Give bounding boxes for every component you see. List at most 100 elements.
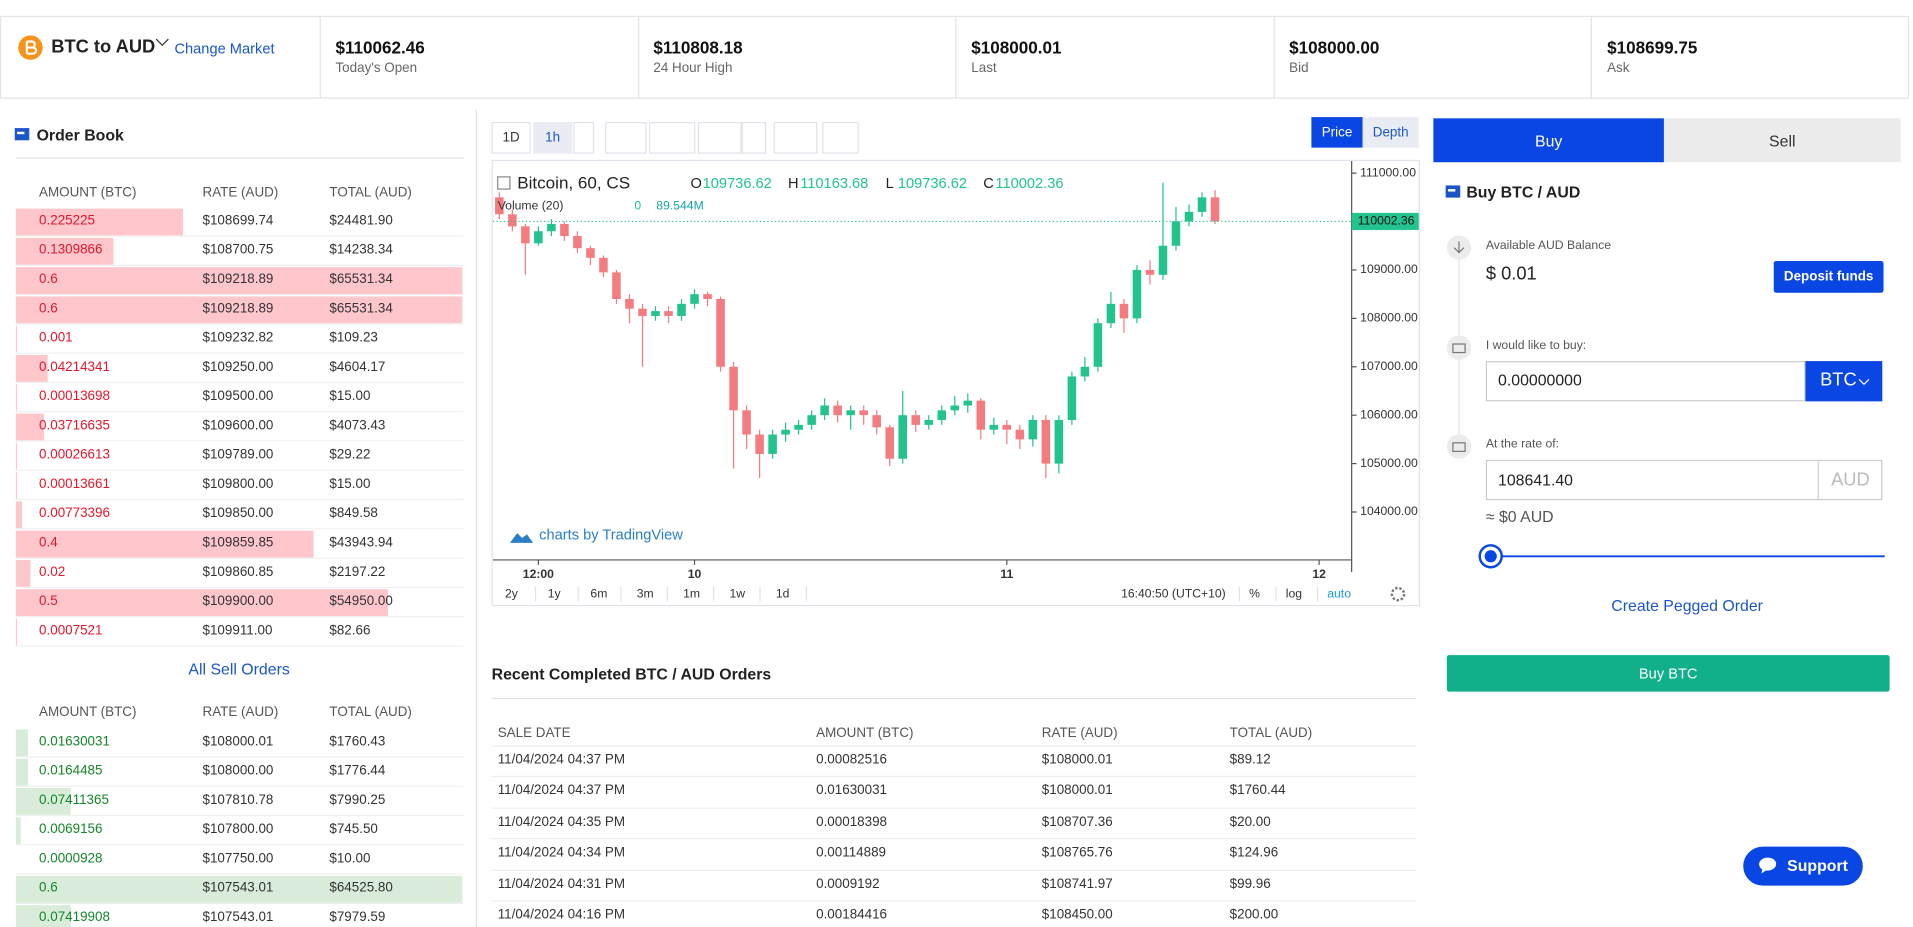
candle-body (508, 214, 517, 227)
pegged-order[interactable]: Create Pegged Order (1611, 596, 1763, 615)
row-line (15, 873, 464, 875)
form-icon (1445, 185, 1461, 198)
trade-cell: 0.00184416 (816, 907, 888, 923)
support-label[interactable]: Support (1787, 856, 1848, 875)
buy-label: I would like to buy: (1485, 339, 1587, 353)
watermark: charts by TradingView (539, 527, 683, 543)
rate: $108700.75 (202, 242, 274, 258)
row-line (15, 814, 464, 817)
amount[interactable]: 0.4 (39, 535, 58, 551)
stat-label: 24 Hour High (653, 60, 733, 76)
total: $54950.00 (329, 594, 393, 609)
toolbar-button[interactable] (573, 121, 595, 154)
total: $82.66 (329, 623, 371, 639)
candle-body (781, 429, 790, 435)
change-market[interactable]: Change Market (174, 40, 275, 58)
unit-select[interactable] (1805, 361, 1883, 402)
interval-button[interactable]: 1h (533, 121, 573, 154)
amount[interactable]: 0.02 (39, 564, 66, 580)
toolbar-button[interactable] (741, 121, 767, 154)
amount[interactable]: 0.00026613 (39, 447, 110, 463)
buy-button[interactable]: Buy BTC (1446, 655, 1890, 692)
row-line (15, 352, 464, 354)
amount[interactable]: 0.0000928 (39, 851, 103, 867)
view-button[interactable]: Depth (1362, 117, 1419, 148)
range-button[interactable]: 1d (776, 586, 790, 600)
scale-option[interactable]: % (1249, 586, 1260, 600)
amount[interactable]: 0.0069156 (39, 822, 103, 837)
ohlc-key: O (690, 176, 701, 192)
amount[interactable]: 0.0007521 (39, 623, 103, 639)
x-tick-label: 11 (1000, 567, 1013, 581)
row-line (491, 745, 1417, 747)
range-button[interactable]: 1m (683, 586, 700, 600)
amount[interactable]: 0.00773396 (39, 506, 110, 521)
total: $109.23 (329, 330, 378, 346)
amount[interactable]: 0.6 (39, 301, 58, 316)
scale-option[interactable]: auto (1327, 586, 1351, 600)
all-sell-orders[interactable]: All Sell Orders (188, 659, 290, 679)
depth-bar (15, 729, 28, 757)
view-button[interactable]: Price (1311, 117, 1363, 148)
interval-button[interactable]: 1D (491, 121, 531, 154)
rate-input[interactable] (1485, 459, 1883, 501)
amount[interactable]: 0.01630031 (39, 734, 110, 750)
amount[interactable]: 0.07411365 (39, 792, 109, 808)
slider[interactable] (1476, 542, 1891, 571)
buy-tab[interactable]: Buy (1433, 118, 1664, 163)
toolbar-button[interactable] (697, 121, 742, 154)
price-chart: 104000.00 105000.00 106000.00 107000.00 1080… (491, 159, 1420, 607)
amount[interactable]: 0.03716635 (39, 418, 110, 434)
rate: $107800.00 (202, 822, 274, 837)
rate: $109218.89 (202, 272, 274, 287)
market-pair[interactable]: BTC to AUD (51, 36, 156, 58)
trade-cell: 0.00018398 (816, 814, 888, 830)
candle-body (1080, 366, 1090, 377)
scale-option[interactable]: log (1286, 586, 1302, 600)
row-line (15, 528, 464, 530)
toolbar-button[interactable] (773, 121, 818, 154)
trade-cell: 11/04/2024 04:37 PM (497, 783, 626, 799)
rate: $108000.01 (202, 734, 274, 750)
amount[interactable]: 0.04214341 (39, 359, 110, 375)
range-button[interactable]: 3m (637, 586, 654, 600)
amount[interactable]: 0.6 (39, 272, 58, 287)
stat-value: $108699.75 (1607, 37, 1698, 58)
amount[interactable]: 0.0164485 (39, 763, 103, 779)
range-button[interactable]: 2y (505, 586, 519, 600)
candle-body (755, 434, 764, 454)
total: $745.50 (329, 822, 378, 837)
amount[interactable]: 0.6 (39, 880, 58, 896)
amount-input[interactable] (1485, 361, 1806, 402)
amount[interactable]: 0.225225 (39, 213, 96, 229)
settings-icon[interactable] (1390, 586, 1406, 602)
stat-label: Today's Open (335, 60, 418, 76)
support-icon (1759, 857, 1777, 874)
range-button[interactable]: 1y (548, 586, 562, 600)
column-header: RATE (AUD) (202, 185, 279, 201)
amount[interactable]: 0.00013661 (39, 476, 110, 492)
sell-tab[interactable]: Sell (1663, 118, 1901, 163)
rate: $108000.00 (202, 763, 274, 779)
stat-label: Bid (1289, 60, 1309, 76)
candle-body (898, 415, 907, 459)
candle-body (885, 427, 894, 459)
rate: $107750.00 (202, 851, 274, 867)
range-button[interactable]: 1w (730, 586, 746, 600)
amount[interactable]: 0.5 (39, 594, 58, 609)
candle-body (612, 272, 621, 299)
toolbar-button[interactable] (822, 121, 859, 154)
amount[interactable]: 0.001 (39, 330, 73, 346)
deposit-button[interactable]: Deposit funds (1773, 261, 1884, 293)
range-button[interactable]: 6m (590, 586, 607, 600)
toolbar-button[interactable] (605, 121, 647, 154)
ohlc-value: 110002.36 (995, 176, 1063, 192)
rate: $107543.01 (202, 910, 274, 925)
amount[interactable]: 0.1309866 (39, 242, 103, 258)
estimate: ≈ $0 AUD (1485, 507, 1554, 526)
depth-bar (15, 758, 29, 786)
toolbar-button[interactable] (648, 121, 696, 154)
amount[interactable]: 0.07419908 (39, 910, 110, 925)
candle-body (690, 294, 699, 304)
amount[interactable]: 0.00013698 (39, 389, 110, 404)
